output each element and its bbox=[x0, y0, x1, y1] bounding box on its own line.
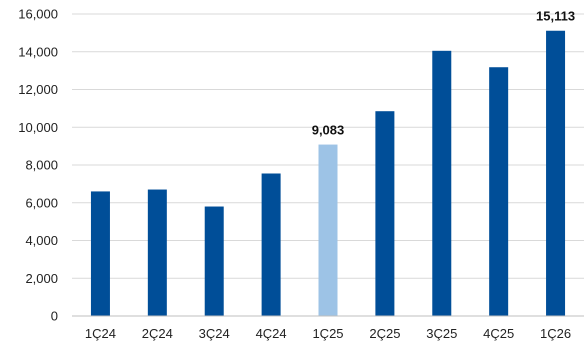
x-tick-label: 3Ç25 bbox=[426, 326, 457, 341]
y-tick-label: 10,000 bbox=[18, 120, 58, 135]
y-tick-label: 12,000 bbox=[18, 82, 58, 97]
y-tick-label: 0 bbox=[51, 309, 58, 324]
bar-3Ç24 bbox=[204, 206, 224, 316]
data-label-1Ç26: 15,113 bbox=[536, 9, 575, 24]
x-tick-label: 3Ç24 bbox=[199, 326, 230, 341]
y-tick-label: 16,000 bbox=[18, 7, 58, 22]
y-tick-label: 4,000 bbox=[25, 233, 58, 248]
bar-4Ç24 bbox=[261, 173, 281, 316]
bars bbox=[90, 30, 566, 317]
x-tick-label: 1Ç25 bbox=[312, 326, 343, 341]
bar-1Ç25 bbox=[318, 144, 338, 316]
data-labels: 9,083 15,113 bbox=[312, 9, 575, 138]
y-tick-label: 6,000 bbox=[25, 195, 58, 210]
x-tick-label: 2Ç24 bbox=[142, 326, 173, 341]
x-tick-label: 1Ç24 bbox=[85, 326, 116, 341]
y-tick-label: 2,000 bbox=[25, 271, 58, 286]
x-tick-label: 2Ç25 bbox=[369, 326, 400, 341]
x-tick-label: 4Ç25 bbox=[483, 326, 514, 341]
bar-1Ç26 bbox=[546, 30, 566, 316]
x-tick-label: 1Ç26 bbox=[540, 326, 571, 341]
bar-2Ç25 bbox=[375, 111, 395, 316]
data-label-1Ç25: 9,083 bbox=[312, 123, 345, 138]
y-tick-label: 8,000 bbox=[25, 158, 58, 173]
x-axis-tick-labels: 1Ç24 2Ç24 3Ç24 4Ç24 1Ç25 2Ç25 3Ç25 4Ç25 1Ç26 bbox=[85, 326, 571, 341]
bar-2Ç24 bbox=[147, 189, 167, 316]
bar-1Ç24 bbox=[90, 191, 110, 316]
bar-3Ç25 bbox=[432, 50, 452, 317]
y-tick-label: 14,000 bbox=[18, 44, 58, 59]
bar-4Ç25 bbox=[489, 67, 509, 316]
y-axis-tick-labels: 0 2,000 4,000 6,000 8,000 10,000 12,000 14,000 1… bbox=[18, 7, 58, 324]
x-tick-label: 4Ç24 bbox=[256, 326, 287, 341]
